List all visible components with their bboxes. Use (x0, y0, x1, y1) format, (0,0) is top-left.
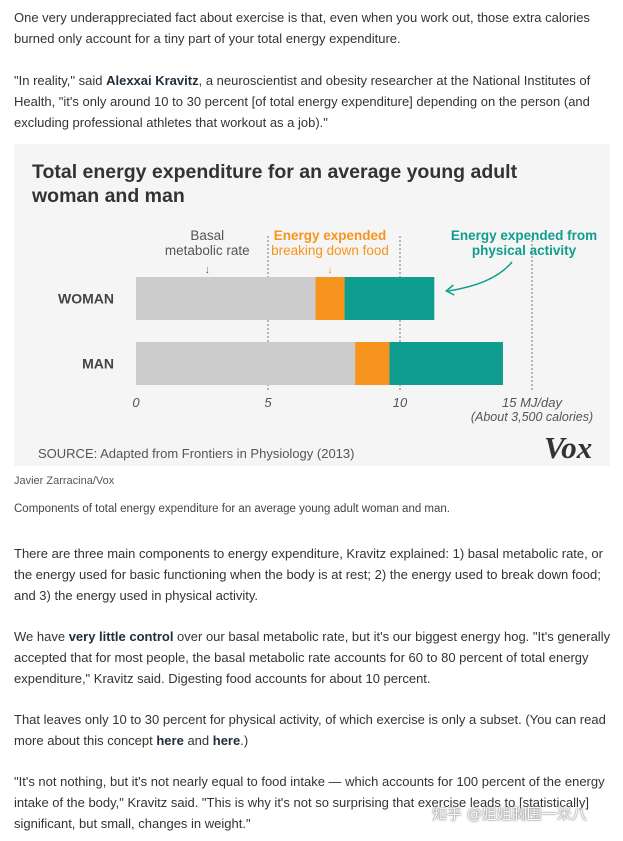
paragraph-conclusion: "It's not nothing, but it's not nearly e… (14, 774, 605, 831)
series-label-activity: physical activity (472, 243, 577, 258)
chart-title-line2: woman and man (31, 185, 185, 207)
bar-segment (389, 342, 503, 385)
x-axis-unit-sublabel: (About 3,500 calories) (471, 410, 593, 424)
chart-title-line1: Total energy expenditure for an average … (32, 161, 518, 183)
down-arrow-icon: ↓ (327, 264, 333, 276)
x-tick-label: 0 (132, 395, 140, 410)
chart-source: SOURCE: Adapted from Frontiers in Physio… (38, 446, 354, 461)
here-link-1[interactable]: here (156, 733, 184, 748)
figure-caption: Components of total energy expenditure f… (14, 503, 451, 515)
bar-segment (355, 342, 390, 385)
x-tick-label: 5 (264, 395, 272, 410)
zhihu-watermark: 知乎 @姐姐胸围一米八 (432, 805, 587, 823)
bar-segment (136, 342, 356, 385)
activity-mid: and (183, 733, 213, 748)
paragraph-components: There are three main components to energ… (14, 546, 603, 603)
activity-suffix: .) (240, 733, 249, 748)
series-label-food: Energy expended (274, 228, 387, 243)
paragraph-control: We have very little control over our bas… (14, 626, 614, 689)
x-tick-label: 10 (393, 395, 408, 410)
bar-segment (315, 277, 345, 320)
control-body: over our basal metabolic rate, but it's … (14, 629, 611, 686)
figure-credit: Javier Zarracina/Vox (14, 475, 115, 487)
chart-figure: Total energy expenditure for an average … (14, 144, 610, 466)
arrowhead-icon (444, 284, 455, 296)
category-label: WOMAN (58, 291, 114, 307)
x-axis-unit-label: 15 MJ/day (502, 395, 563, 410)
energy-chart: Total energy expenditure for an average … (31, 161, 597, 465)
activity-prefix: That leaves only 10 to 30 percent for ph… (14, 712, 606, 748)
series-label-basal: metabolic rate (165, 243, 250, 258)
down-arrow-icon: ↓ (205, 264, 211, 276)
category-label: MAN (82, 356, 114, 372)
paragraph-quote: "In reality," said Alexxai Kravitz, a ne… (14, 70, 614, 133)
here-link-2[interactable]: here (212, 733, 241, 748)
curved-arrow-icon (448, 261, 513, 292)
vox-logo: Vox (544, 430, 592, 465)
bar-segment (136, 277, 316, 320)
series-label-food: breaking down food (271, 243, 389, 258)
control-prefix: We have (14, 629, 69, 644)
person-name: Alexxai Kravitz (106, 73, 199, 88)
quote-prefix: "In reality," said (14, 73, 107, 88)
bar-segment (344, 277, 435, 320)
very-little-control-link[interactable]: very little control (68, 629, 174, 644)
series-label-activity: Energy expended from (451, 228, 597, 243)
paragraph-activity: That leaves only 10 to 30 percent for ph… (14, 709, 614, 751)
paragraph-intro: One very underappreciated fact about exe… (14, 10, 590, 46)
quote-body: , a neuroscientist and obesity researche… (14, 73, 591, 130)
series-label-basal: Basal (190, 228, 224, 243)
